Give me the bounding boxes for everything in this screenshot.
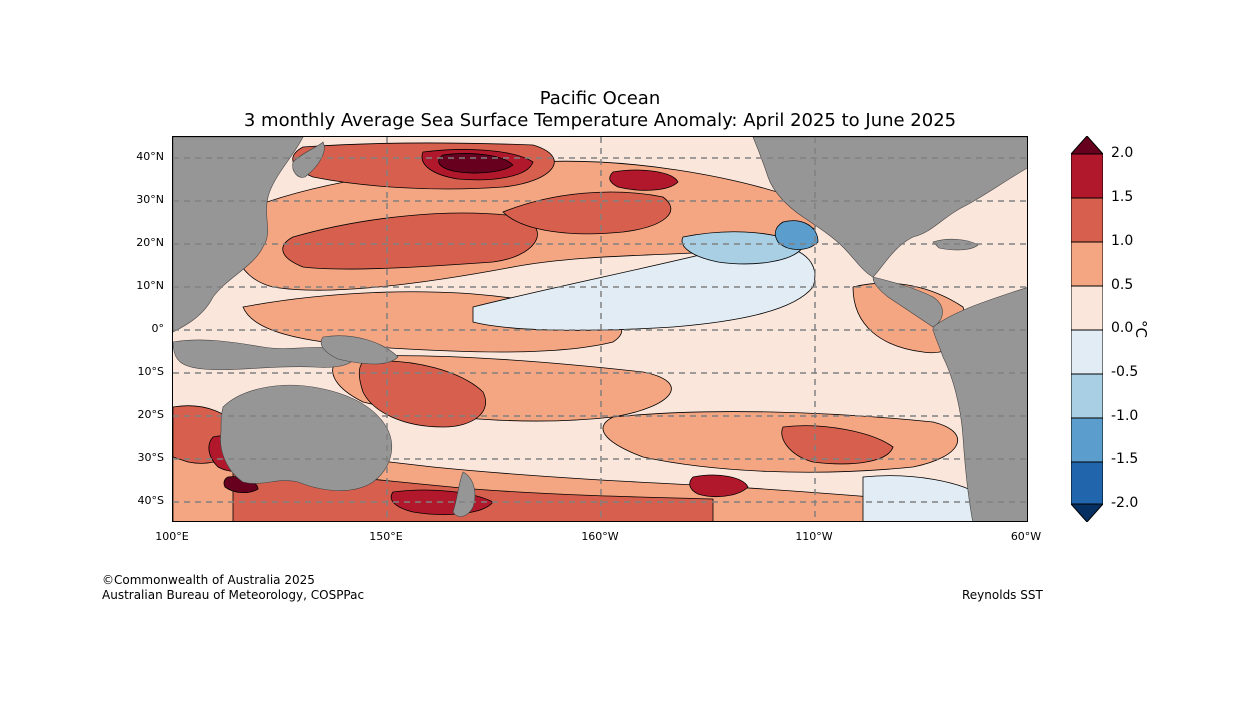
- colorbar-tick-1.0: 1.0: [1111, 233, 1134, 249]
- colorbar-tick-minus-0.5: -0.5: [1111, 364, 1139, 380]
- anomaly-band-1.5-2.0-north-east: [609, 169, 679, 191]
- lat-label-equator: 0°: [151, 322, 165, 335]
- anomaly-band-1.0-1.5-north-central: [502, 191, 672, 235]
- new-guinea-land: [320, 335, 399, 365]
- lat-label-20s: 20°S: [137, 408, 164, 421]
- sst-anomaly-map: [172, 136, 1028, 522]
- lat-label-40s: 40°S: [137, 494, 164, 507]
- lon-label-100e: 100°E: [155, 530, 189, 543]
- anomaly-band-1.5-2.0-south-east: [689, 474, 749, 498]
- colorbar: [1071, 136, 1103, 522]
- lon-label-150e: 150°E: [369, 530, 403, 543]
- lat-label-30s: 30°S: [137, 451, 164, 464]
- lat-label-10s: 10°S: [137, 365, 164, 378]
- colorbar-swatch-below-minus-2.0: [1071, 503, 1103, 522]
- lon-label-160w: 160°W: [581, 530, 619, 543]
- colorbar-unit-label: °C: [1132, 320, 1150, 338]
- lat-label-40n: 40°N: [136, 150, 164, 163]
- anomaly-band-minus-1.5-minus-1.0-baja: [774, 220, 819, 250]
- organisation-text: Australian Bureau of Meteorology, COSPPa…: [102, 588, 365, 602]
- map-canvas: [173, 137, 1027, 521]
- asia-land: [173, 137, 304, 333]
- lat-label-30n: 30°N: [136, 193, 164, 206]
- map-subtitle: 3 monthly Average Sea Surface Temperatur…: [243, 110, 957, 131]
- data-source-text: Reynolds SST: [962, 588, 1043, 602]
- colorbar-tick-0.5: 0.5: [1111, 277, 1134, 293]
- colorbar-swatch-0.5-1.0: [1071, 241, 1103, 287]
- australia-land: [220, 384, 392, 491]
- indonesia-land: [173, 339, 354, 371]
- colorbar-swatch-above-2.0: [1071, 136, 1103, 155]
- anomaly-band-1.0-1.5-north-west: [282, 212, 538, 270]
- south-america-land: [932, 287, 1027, 521]
- grid-lines: [173, 137, 1027, 521]
- colorbar-swatch-minus-0.5-0.0: [1071, 329, 1103, 375]
- colorbar-tick-minus-1.5: -1.5: [1111, 451, 1139, 467]
- colorbar-tick-0.0: 0.0: [1111, 320, 1134, 336]
- japan-land: [292, 141, 325, 178]
- anomaly-band-1.0-1.5-south-west: [358, 360, 486, 428]
- lat-label-20n: 20°N: [136, 236, 164, 249]
- colorbar-swatch-minus-1.5-minus-1.0: [1071, 417, 1103, 463]
- new-zealand-land: [452, 471, 476, 517]
- colorbar-swatch-0.0-0.5: [1071, 285, 1103, 331]
- map-title: Pacific Ocean: [539, 88, 661, 109]
- colorbar-tick-2.0: 2.0: [1111, 145, 1134, 161]
- colorbar-swatch-minus-1.0-minus-0.5: [1071, 373, 1103, 419]
- colorbar-swatch-1.5-2.0: [1071, 153, 1103, 199]
- colorbar-swatch-minus-2.0-minus-1.5: [1071, 461, 1103, 505]
- lat-label-10n: 10°N: [136, 279, 164, 292]
- colorbar-tick-1.5: 1.5: [1111, 189, 1134, 205]
- lon-label-60w: 60°W: [1010, 530, 1042, 543]
- colorbar-tick-minus-2.0: -2.0: [1111, 495, 1139, 511]
- colorbar-tick-minus-1.0: -1.0: [1111, 408, 1139, 424]
- anomaly-band-minus-1.0-minus-0.5-east: [681, 231, 804, 265]
- colorbar-swatch-1.0-1.5: [1071, 197, 1103, 243]
- copyright-text: ©Commonwealth of Australia 2025: [102, 573, 315, 587]
- north-america-land: [752, 137, 1027, 278]
- lon-label-110w: 110°W: [795, 530, 833, 543]
